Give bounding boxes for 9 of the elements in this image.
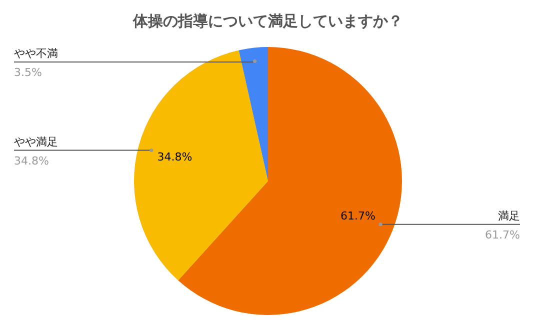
- data-label: 34.8%: [157, 150, 192, 164]
- data-label: 3.5%: [14, 66, 42, 79]
- data-label: 61.7%: [340, 210, 376, 223]
- text: 61.7%: [485, 228, 520, 242]
- slice-label: やや満足: [14, 135, 58, 148]
- slice-label: 満足: [498, 209, 520, 222]
- slice-label: やや不満: [14, 47, 58, 60]
- text: 34.8%: [14, 154, 49, 168]
- chart-title: 体操の指導について満足していますか？: [132, 12, 403, 30]
